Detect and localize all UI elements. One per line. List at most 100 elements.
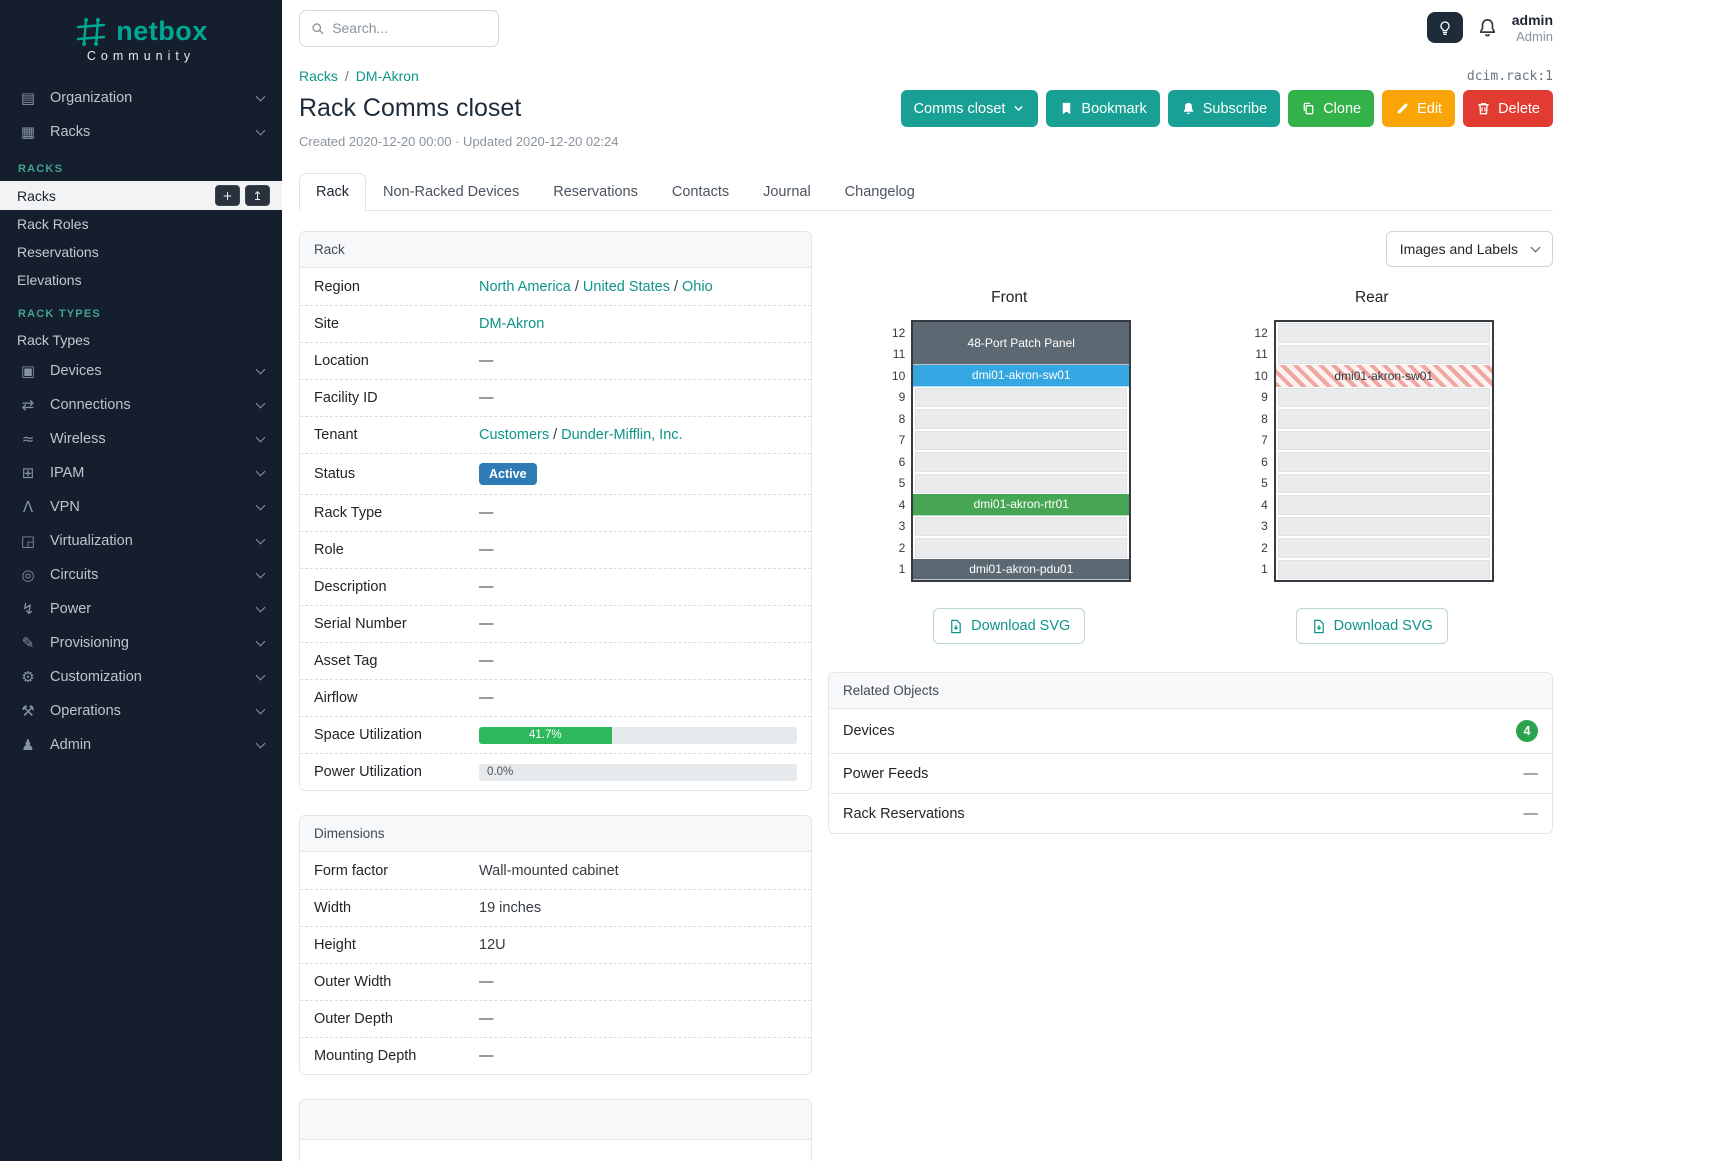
bookmark-button[interactable]: Bookmark xyxy=(1046,90,1160,127)
download-svg-button-front[interactable]: Download SVG xyxy=(933,608,1086,644)
subscribe-button[interactable]: Subscribe xyxy=(1167,90,1281,127)
sidebar-item-connections[interactable]: ⇄ Connections xyxy=(0,388,282,422)
tab-reservations[interactable]: Reservations xyxy=(553,184,638,200)
chevron-down-icon xyxy=(255,500,266,511)
rack-empty-slot[interactable] xyxy=(915,538,1128,558)
user-menu[interactable]: admin Admin xyxy=(1512,12,1553,44)
attr-label: Outer Width xyxy=(314,974,392,990)
images-labels-select[interactable]: Images and Labels xyxy=(1385,231,1553,267)
object-id: dcim.rack:1 xyxy=(1466,68,1553,84)
right-column: Images and Labels Front 12 11 10 9 8 7 6 5 4 3 2 1 48… xyxy=(828,231,1553,834)
rack-empty-slot[interactable] xyxy=(1277,516,1490,536)
rack-empty-slot[interactable] xyxy=(915,452,1128,472)
sidebar-item-devices[interactable]: ▣ Devices xyxy=(0,354,282,388)
comms-closet-button[interactable]: Comms closet xyxy=(900,90,1039,127)
chevron-down-icon xyxy=(255,398,266,409)
sidebar-item-vpn[interactable]: Λ VPN xyxy=(0,490,282,524)
download-svg-button-rear[interactable]: Download SVG xyxy=(1295,608,1448,644)
tab-changelog[interactable]: Changelog xyxy=(844,184,915,200)
sidebar-item-label: Operations xyxy=(50,703,121,719)
sidebar-item-rack-roles[interactable]: Rack Roles xyxy=(0,210,282,238)
attr-row-serial-number: Serial Number — xyxy=(300,605,811,642)
attr-label: Rack Type xyxy=(314,505,383,521)
link-ohio[interactable]: Ohio xyxy=(682,278,713,295)
sidebar-item-circuits[interactable]: ◎ Circuits xyxy=(0,558,282,592)
elevation-front: Front 12 11 10 9 8 7 6 5 4 3 2 1 48-Port Patch Panel d… xyxy=(828,289,1191,644)
sidebar-item-provisioning[interactable]: ✎ Provisioning xyxy=(0,626,282,660)
lightbulb-icon xyxy=(1440,21,1450,36)
rack-empty-slot[interactable] xyxy=(1277,495,1490,515)
tab-rack[interactable]: Rack xyxy=(299,173,367,211)
tab-journal[interactable]: Journal xyxy=(763,184,811,200)
elevation-title-rear: Rear xyxy=(1354,289,1389,306)
sidebar-item-organization[interactable]: ▤ Organization xyxy=(0,81,282,115)
link-customers[interactable]: Customers xyxy=(479,427,550,443)
sidebar-item-racks[interactable]: Racks + ↥ xyxy=(0,181,282,210)
rack-empty-slot[interactable] xyxy=(1277,387,1490,407)
add-button[interactable]: + xyxy=(215,185,240,206)
racks-icon: ▦ xyxy=(20,123,36,141)
attr-value: — xyxy=(479,690,494,706)
rack-empty-slot[interactable] xyxy=(915,473,1128,493)
related-row-devices[interactable]: Devices 4 xyxy=(829,709,1552,753)
progress-bar: 0.0% xyxy=(479,763,797,781)
rack-device-rear-ghost-dmi01-akron-sw01[interactable]: dmi01-akron-sw01 xyxy=(1275,365,1492,387)
unit-number: 12 xyxy=(1254,325,1268,340)
sidebar-item-label: Admin xyxy=(50,737,92,753)
rack-device-dmi01-akron-rtr01[interactable]: dmi01-akron-rtr01 xyxy=(913,494,1130,516)
sidebar-item-label: VPN xyxy=(50,499,80,515)
link-north-america[interactable]: North America xyxy=(479,278,571,295)
tab-contacts[interactable]: Contacts xyxy=(671,184,730,200)
sidebar-item-ipam[interactable]: ⊞ IPAM xyxy=(0,456,282,490)
sidebar-item-operations[interactable]: ⚒ Operations xyxy=(0,694,282,728)
theme-toggle-button[interactable] xyxy=(1426,12,1463,44)
vpn-icon: Λ xyxy=(22,498,34,516)
notifications-bell-icon[interactable] xyxy=(1477,17,1498,38)
breadcrumb-link-dm-akron[interactable]: DM-Akron xyxy=(355,68,419,84)
sidebar-item-power[interactable]: ↯ Power xyxy=(0,592,282,626)
rack-device-dmi01-akron-sw01[interactable]: dmi01-akron-sw01 xyxy=(913,365,1130,387)
sidebar-item-rack-types[interactable]: Rack Types xyxy=(0,326,282,354)
rack-empty-slot[interactable] xyxy=(1277,538,1490,558)
import-button[interactable]: ↥ xyxy=(245,185,270,206)
brand[interactable]: netbox Community xyxy=(0,0,282,71)
sidebar-item-virtualization[interactable]: ◲ Virtualization xyxy=(0,524,282,558)
sidebar-item-admin[interactable]: ♟ Admin xyxy=(0,728,282,762)
rack-empty-slot[interactable] xyxy=(1277,323,1490,343)
sidebar-item-reservations[interactable]: Reservations xyxy=(0,238,282,266)
sidebar-item-wireless[interactable]: ≈ Wireless xyxy=(0,422,282,456)
chevron-down-icon xyxy=(255,534,266,545)
caret-down-icon xyxy=(1014,106,1023,112)
tab-non-racked-devices[interactable]: Non-Racked Devices xyxy=(383,184,520,200)
progress-label: 0.0% xyxy=(487,766,514,778)
sidebar-item-label: Provisioning xyxy=(50,635,129,651)
rack-empty-slot[interactable] xyxy=(1277,473,1490,493)
attr-label: Form factor xyxy=(314,862,389,879)
rack-device-dmi01-akron-pdu01[interactable]: dmi01-akron-pdu01 xyxy=(913,558,1130,580)
edit-button[interactable]: Edit xyxy=(1382,90,1456,127)
rack-empty-slot[interactable] xyxy=(1277,452,1490,472)
rack-empty-slot[interactable] xyxy=(915,430,1128,450)
sidebar-item-elevations[interactable]: Elevations xyxy=(0,266,282,294)
rack-empty-slot[interactable] xyxy=(1277,430,1490,450)
attr-row-asset-tag: Asset Tag — xyxy=(300,642,811,679)
rack-empty-slot[interactable] xyxy=(1277,344,1490,364)
rack-empty-slot[interactable] xyxy=(1277,559,1490,579)
rack-device-48-port-patch-panel[interactable]: 48-Port Patch Panel xyxy=(913,322,1130,365)
link-united-states[interactable]: United States xyxy=(582,278,670,295)
rack-empty-slot[interactable] xyxy=(915,387,1128,407)
delete-button[interactable]: Delete xyxy=(1463,90,1553,127)
rack-empty-slot[interactable] xyxy=(1277,409,1490,429)
search-input[interactable] xyxy=(332,20,487,36)
link-dunder-mifflin-inc[interactable]: Dunder-Mifflin, Inc. xyxy=(561,427,683,443)
rack-empty-slot[interactable] xyxy=(915,516,1128,536)
sidebar-item-racks[interactable]: ▦ Racks xyxy=(0,115,282,149)
search-box[interactable] xyxy=(299,9,499,47)
sidebar-item-customization[interactable]: ⚙ Customization xyxy=(0,660,282,694)
rack-empty-slot[interactable] xyxy=(915,409,1128,429)
breadcrumb-link-racks[interactable]: Racks xyxy=(299,68,338,84)
file-download-icon xyxy=(1313,619,1324,633)
attr-label: Outer Depth xyxy=(314,1011,393,1027)
clone-button[interactable]: Clone xyxy=(1288,90,1375,127)
link-dm-akron[interactable]: DM-Akron xyxy=(479,316,545,332)
